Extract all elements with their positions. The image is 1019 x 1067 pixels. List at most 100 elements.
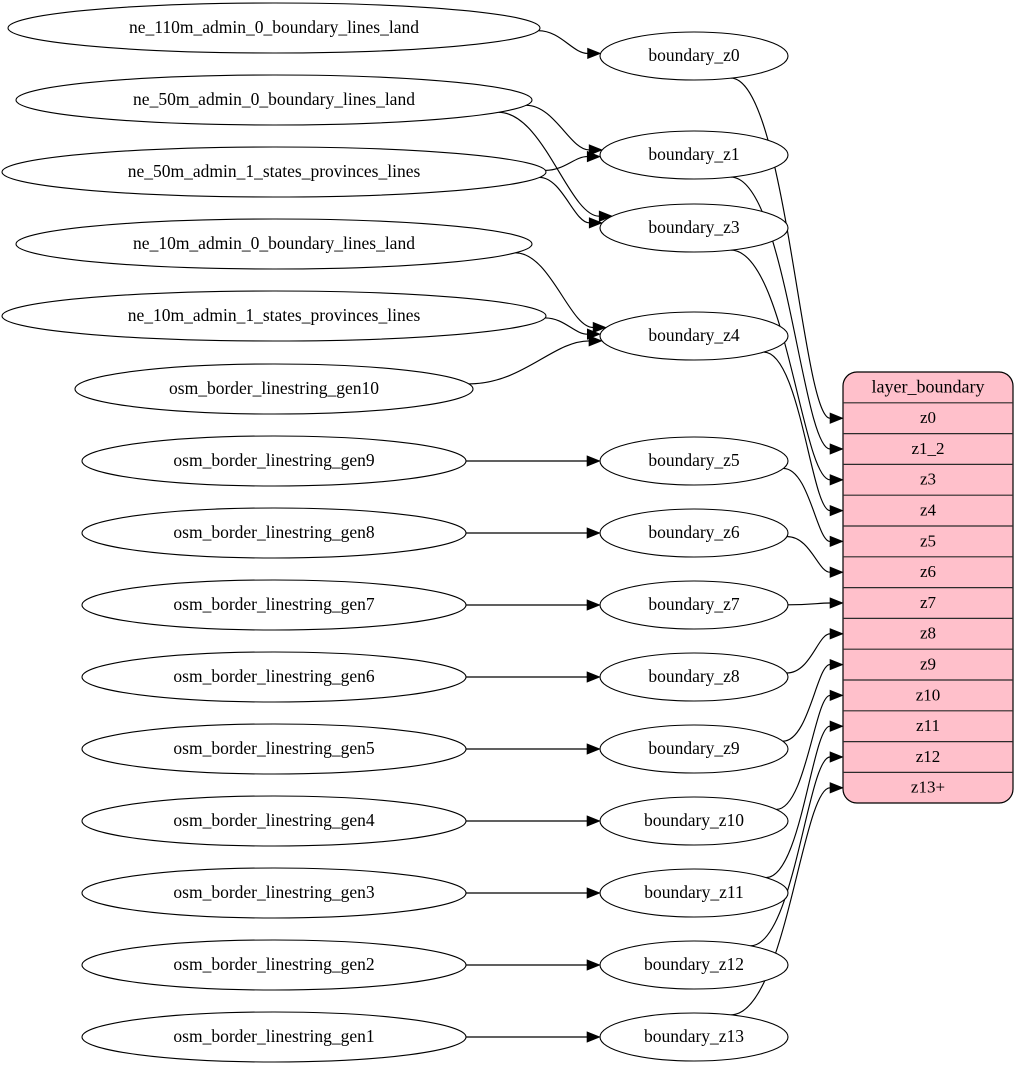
edge-arrowhead	[829, 474, 844, 486]
table-cell-label: z1_2	[911, 439, 944, 458]
boundary-node-boundary_z13[interactable]: boundary_z13	[599, 1012, 789, 1062]
table-row-z3[interactable]: z3	[843, 464, 1013, 495]
source-node-osm_border_linestring_gen3[interactable]: osm_border_linestring_gen3	[81, 867, 467, 919]
table-row-z12[interactable]: z12	[843, 742, 1013, 773]
boundary-node-label: boundary_z6	[648, 522, 740, 542]
source-node-osm_border_linestring_gen9[interactable]: osm_border_linestring_gen9	[81, 435, 467, 487]
source-node-ne_10m_admin_0_boundary_lines_land[interactable]: ne_10m_admin_0_boundary_lines_land	[15, 218, 533, 270]
edge-arrowhead	[829, 504, 844, 517]
boundary-node-boundary_z0[interactable]: boundary_z0	[599, 31, 789, 81]
boundary-node-boundary_z3[interactable]: boundary_z3	[599, 203, 789, 253]
source-node-label: osm_border_linestring_gen4	[173, 810, 374, 830]
edge-ne_50m_admin_0_boundary_lines_land-to-boundary_z3	[498, 111, 600, 217]
edge-arrowhead	[829, 412, 844, 424]
edge-arrowhead	[586, 1031, 601, 1043]
boundary-node-boundary_z1[interactable]: boundary_z1	[599, 130, 789, 180]
boundary-node-shape	[599, 580, 789, 630]
table-row-z4[interactable]: z4	[843, 495, 1013, 526]
source-node-osm_border_linestring_gen4[interactable]: osm_border_linestring_gen4	[81, 795, 467, 847]
source-node-ne_10m_admin_1_states_provinces_lines[interactable]: ne_10m_admin_1_states_provinces_lines	[1, 290, 547, 342]
source-node-label: osm_border_linestring_gen5	[173, 738, 374, 758]
edge-arrowhead	[586, 599, 601, 611]
boundary-node-label: boundary_z1	[648, 144, 739, 164]
table-row-z1_2[interactable]: z1_2	[843, 434, 1013, 465]
table-cell-label: z9	[920, 655, 936, 674]
edge-arrowhead	[586, 815, 601, 827]
source-node-osm_border_linestring_gen2[interactable]: osm_border_linestring_gen2	[81, 939, 467, 991]
boundary-node-label: boundary_z13	[644, 1026, 744, 1046]
edge-boundary_z9-to-z9	[782, 664, 831, 742]
edge-boundary_z11-to-z11	[766, 725, 831, 879]
table-row-z8[interactable]: z8	[843, 618, 1013, 649]
source-node-shape	[81, 579, 467, 631]
table-row-z5[interactable]: z5	[843, 526, 1013, 557]
source-node-ne_50m_admin_1_states_provinces_lines[interactable]: ne_50m_admin_1_states_provinces_lines	[1, 146, 547, 198]
boundary-node-boundary_z4[interactable]: boundary_z4	[599, 311, 789, 361]
table-row-z10[interactable]: z10	[843, 680, 1013, 711]
source-node-osm_border_linestring_gen10[interactable]: osm_border_linestring_gen10	[74, 363, 474, 415]
source-node-osm_border_linestring_gen6[interactable]: osm_border_linestring_gen6	[81, 651, 467, 703]
boundary-node-shape	[599, 31, 789, 81]
edge-arrowhead	[829, 658, 844, 671]
edge-arrowhead	[829, 535, 844, 548]
edge-ne_110m_admin_0_boundary_lines_land-to-boundary_z0	[538, 30, 588, 54]
edge-ne_50m_admin_1_states_provinces_lines-to-boundary_z1	[545, 156, 588, 171]
table-row-z0[interactable]: z0	[843, 403, 1013, 434]
table-cell-label: z13+	[911, 778, 945, 797]
table-row-z13p[interactable]: z13+	[843, 772, 1013, 803]
table-row-z11[interactable]: z11	[843, 711, 1013, 742]
edge-arrowhead	[587, 47, 602, 60]
source-node-osm_border_linestring_gen1[interactable]: osm_border_linestring_gen1	[81, 1011, 467, 1063]
table-row-z6[interactable]: z6	[843, 557, 1013, 588]
source-node-shape	[81, 651, 467, 703]
edge-boundary_z6-to-z6	[786, 536, 831, 573]
edge-boundary_z3-to-z3	[730, 249, 831, 481]
edge-arrowhead	[586, 887, 601, 899]
boundary-node-shape	[599, 1012, 789, 1062]
source-node-label: osm_border_linestring_gen10	[169, 378, 379, 398]
table-cell-label: z10	[916, 685, 941, 704]
boundary-node-shape	[599, 652, 789, 702]
edge-arrowhead	[829, 628, 844, 640]
edge-boundary_z4-to-z4	[763, 351, 831, 512]
source-node-label: osm_border_linestring_gen7	[173, 594, 374, 614]
source-node-ne_50m_admin_0_boundary_lines_land[interactable]: ne_50m_admin_0_boundary_lines_land	[15, 74, 533, 126]
layer-boundary-table[interactable]: layer_boundary z0 z1_2 z3 z4 z5 z6 z7 z8 z9 z10 z11…	[842, 371, 1014, 804]
source-node-label: ne_110m_admin_0_boundary_lines_land	[129, 17, 419, 37]
boundary-node-boundary_z10[interactable]: boundary_z10	[599, 796, 789, 846]
boundary-node-boundary_z7[interactable]: boundary_z7	[599, 580, 789, 630]
edge-arrowhead	[829, 782, 844, 794]
boundary-node-shape	[599, 796, 789, 846]
layer-boundary-title: layer_boundary	[872, 377, 985, 397]
boundary-node-boundary_z12[interactable]: boundary_z12	[599, 940, 789, 990]
edge-boundary_z10-to-z10	[776, 694, 831, 810]
boundary-node-label: boundary_z9	[648, 738, 740, 758]
source-node-shape	[81, 507, 467, 559]
source-node-osm_border_linestring_gen5[interactable]: osm_border_linestring_gen5	[81, 723, 467, 775]
edge-ne_50m_admin_1_states_provinces_lines-to-boundary_z3	[539, 176, 590, 224]
table-row-z7[interactable]: z7	[843, 588, 1013, 619]
table-cell-label: z11	[916, 716, 940, 735]
boundary-node-boundary_z5[interactable]: boundary_z5	[599, 436, 789, 486]
boundary-node-shape	[599, 130, 789, 180]
edge-arrowhead	[592, 321, 607, 334]
boundary-node-label: boundary_z5	[648, 450, 740, 470]
source-node-ne_110m_admin_0_boundary_lines_land[interactable]: ne_110m_admin_0_boundary_lines_land	[7, 2, 541, 54]
source-node-osm_border_linestring_gen7[interactable]: osm_border_linestring_gen7	[81, 579, 467, 631]
source-node-osm_border_linestring_gen8[interactable]: osm_border_linestring_gen8	[81, 507, 467, 559]
edge-boundary_z12-to-z12	[750, 756, 831, 947]
edge-arrowhead	[829, 443, 844, 455]
boundary-node-boundary_z6[interactable]: boundary_z6	[599, 508, 789, 558]
table-cell-label: z12	[916, 747, 941, 766]
edge-arrowhead	[586, 150, 602, 163]
boundary-node-boundary_z9[interactable]: boundary_z9	[599, 724, 789, 774]
edge-boundary_z0-to-z0	[730, 77, 831, 419]
edge-boundary_z1-to-z1_2	[730, 176, 831, 450]
boundary-node-boundary_z11[interactable]: boundary_z11	[599, 868, 789, 918]
boundary-node-shape	[599, 311, 789, 361]
table-row-z9[interactable]: z9	[843, 649, 1013, 680]
boundary-node-boundary_z8[interactable]: boundary_z8	[599, 652, 789, 702]
source-node-shape	[15, 218, 533, 270]
table-cell-label: z4	[920, 501, 937, 520]
